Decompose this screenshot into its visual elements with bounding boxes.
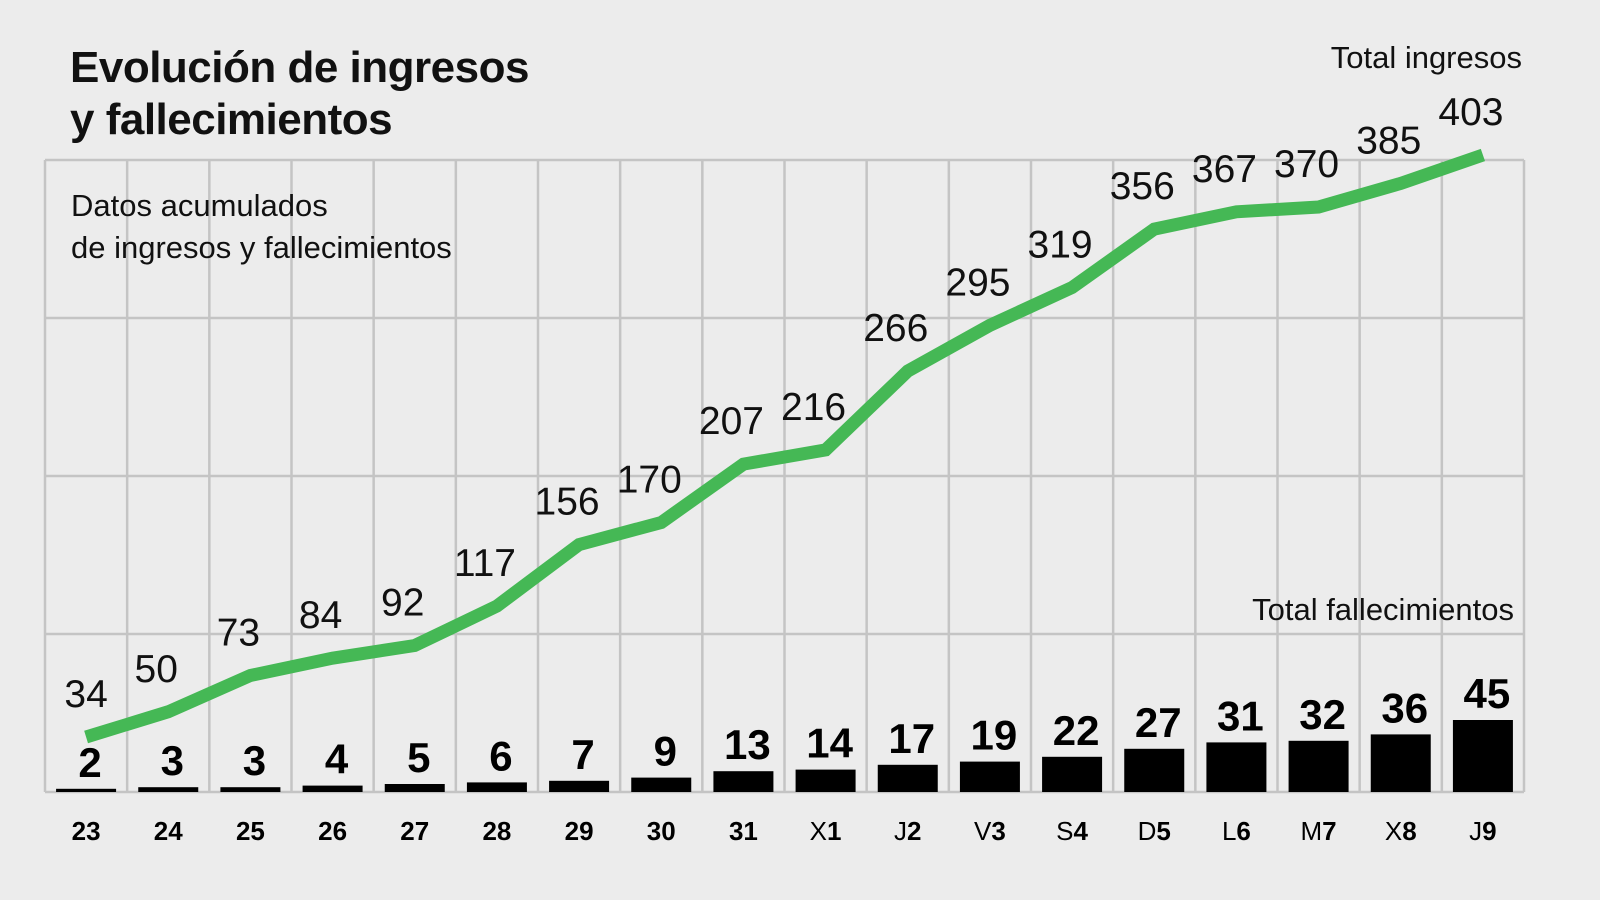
fallecimientos-bar [302, 785, 363, 792]
fallecimientos-value-label: 7 [571, 731, 594, 778]
ingresos-value-label: 156 [535, 481, 600, 524]
fallecimientos-bar [1452, 720, 1513, 792]
x-axis-label: 27 [400, 816, 429, 846]
x-axis-label: V3 [974, 816, 1006, 846]
fallecimientos-value-label: 14 [806, 720, 853, 767]
fallecimientos-bar [1206, 742, 1267, 792]
fallecimientos-bar [138, 787, 199, 792]
x-axis-label: L6 [1222, 816, 1251, 846]
x-axis-label: J2 [894, 816, 921, 846]
ingresos-value-label: 370 [1274, 143, 1339, 186]
fallecimientos-bar [56, 788, 117, 792]
chart-subtitle-line-2: de ingresos y fallecimientos [71, 230, 452, 265]
fallecimientos-value-label: 2 [78, 739, 101, 786]
ingresos-value-label: 295 [945, 261, 1010, 304]
chart-subtitle: Datos acumulados de ingresos y fallecimi… [71, 185, 452, 269]
fallecimientos-value-label: 32 [1299, 691, 1346, 738]
x-axis-label: X8 [1385, 816, 1417, 846]
fallecimientos-bar [877, 764, 938, 792]
fallecimientos-value-label: 4 [325, 736, 349, 783]
x-axis-label: 25 [236, 816, 265, 846]
fallecimientos-bar [1042, 756, 1103, 792]
x-axis-label: 31 [729, 816, 758, 846]
legend-total-ingresos: Total ingresos [1330, 40, 1522, 75]
x-axis-label: 28 [482, 816, 511, 846]
ingresos-value-label: 170 [617, 458, 682, 501]
fallecimientos-bar [384, 784, 445, 792]
fallecimientos-value-label: 6 [489, 732, 512, 779]
fallecimientos-value-label: 19 [971, 712, 1018, 759]
ingresos-value-label: 84 [299, 594, 342, 637]
x-axis-label: M7 [1301, 816, 1337, 846]
fallecimientos-bar [713, 771, 774, 792]
ingresos-value-label: 92 [381, 582, 424, 625]
fallecimientos-value-label: 3 [243, 737, 266, 784]
fallecimientos-bars [56, 720, 1513, 792]
fallecimientos-bar [959, 761, 1020, 792]
x-axis-label: 23 [72, 816, 101, 846]
x-axis-label: 30 [647, 816, 676, 846]
x-axis-label: 29 [565, 816, 594, 846]
ingresos-value-label: 367 [1192, 148, 1257, 191]
fallecimientos-bar [1288, 740, 1349, 792]
ingresos-value-label: 385 [1356, 119, 1421, 162]
fallecimientos-bar [1370, 734, 1431, 792]
fallecimientos-bar [631, 777, 692, 792]
x-axis-labels: 23 24 25 26 27 28 29 30 31 X1 J2 V3 S4 D5 L6 M7 X8 J9 [72, 816, 1497, 846]
ingresos-value-label: 319 [1028, 223, 1093, 266]
fallecimientos-value-label: 22 [1053, 707, 1100, 754]
x-axis-label: 24 [154, 816, 183, 846]
fallecimientos-bar [1124, 748, 1185, 792]
ingresos-line [84, 148, 1486, 744]
ingresos-value-label: 356 [1110, 165, 1175, 208]
fallecimientos-bar [220, 787, 281, 792]
ingresos-value-label: 34 [64, 673, 107, 716]
ingresos-value-label: 117 [454, 542, 516, 585]
fallecimientos-bar [795, 769, 856, 792]
fallecimientos-value-label: 9 [654, 728, 677, 775]
x-axis-label: D5 [1138, 816, 1171, 846]
fallecimientos-value-label: 13 [724, 721, 771, 768]
ingresos-polyline [84, 148, 1486, 744]
legend-total-fallecimientos: Total fallecimientos [1252, 592, 1514, 627]
chart-title-line-2: y fallecimientos [70, 95, 393, 144]
x-axis-label: 26 [318, 816, 347, 846]
chart-title-line-1: Evolución de ingresos [70, 43, 529, 92]
fallecimientos-bar [549, 780, 610, 792]
x-axis-label: S4 [1056, 816, 1088, 846]
fallecimientos-value-label: 31 [1217, 692, 1264, 739]
x-axis-label: J9 [1469, 816, 1496, 846]
chart-title: Evolución de ingresos y fallecimientos [70, 42, 529, 146]
fallecimientos-value-label: 27 [1135, 699, 1182, 746]
fallecimientos-value-label: 17 [888, 715, 935, 762]
fallecimientos-value-label: 36 [1381, 684, 1428, 731]
ingresos-value-label: 73 [217, 611, 260, 654]
fallecimientos-bar [466, 782, 527, 792]
ingresos-value-label: 216 [781, 386, 846, 429]
ingresos-value-label: 207 [699, 400, 764, 443]
ingresos-value-label: 50 [135, 648, 178, 691]
fallecimientos-value-label: 5 [407, 734, 430, 781]
x-axis-label: X1 [810, 816, 842, 846]
fallecimientos-value-label: 45 [1464, 670, 1511, 717]
ingresos-value-label: 403 [1438, 91, 1503, 134]
chart-subtitle-line-1: Datos acumulados [71, 188, 328, 223]
fallecimientos-value-label: 3 [161, 737, 184, 784]
ingresos-value-label: 266 [863, 307, 928, 350]
